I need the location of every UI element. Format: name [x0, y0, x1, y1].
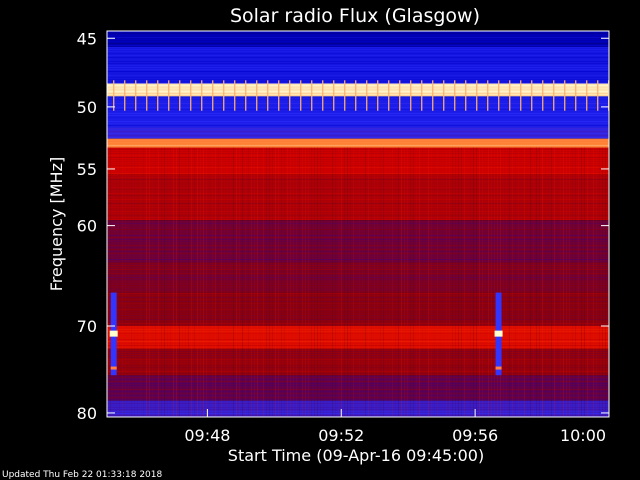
x-tick-label: 09:52: [318, 426, 364, 445]
burst-peak: [494, 330, 503, 337]
chart-title: Solar radio Flux (Glasgow): [230, 5, 480, 27]
x-tick-label: 10:00: [560, 426, 606, 445]
x-tick-label: 09:56: [452, 426, 498, 445]
frequency-band: [107, 138, 609, 148]
y-tick-label: 45: [77, 29, 97, 48]
heatmap-plot-area: [107, 31, 610, 417]
burst-peak: [109, 330, 118, 337]
y-tick-label: 80: [77, 404, 97, 423]
y-tick-label: 55: [77, 160, 97, 179]
frequency-band: [107, 31, 609, 47]
x-axis-label: Start Time (09-Apr-16 09:45:00): [228, 446, 484, 465]
y-tick-label: 60: [77, 217, 97, 236]
frequency-band: [107, 46, 609, 84]
x-tick-label: 09:48: [184, 426, 230, 445]
frequency-band: [107, 400, 609, 417]
y-tick-label: 70: [77, 317, 97, 336]
updated-timestamp: Updated Thu Feb 22 01:33:18 2018: [2, 470, 163, 480]
y-tick-label: 50: [77, 98, 97, 117]
x-axis: 09:48 09:52 09:56 10:00: [184, 409, 610, 445]
y-axis-label: Frequency [MHz]: [47, 157, 66, 291]
plot-frame: [106, 30, 610, 418]
y-axis: 45 50 55 60 70 80: [77, 29, 609, 423]
